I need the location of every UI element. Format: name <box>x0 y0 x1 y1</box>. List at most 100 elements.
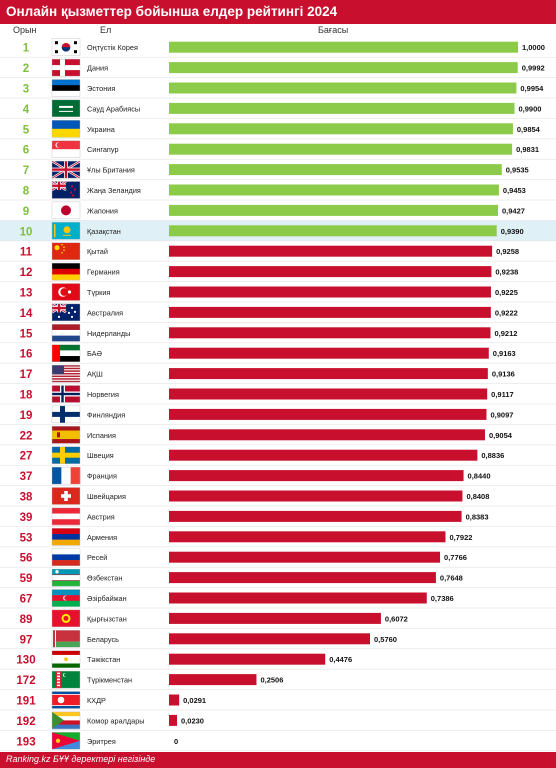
flag-stripe <box>52 589 80 596</box>
flag-stripe <box>52 242 80 260</box>
rank-number: 16 <box>20 349 33 361</box>
value-label: 0,9225 <box>495 288 518 297</box>
country-flag-icon <box>51 160 81 180</box>
country-flag-icon <box>51 487 81 505</box>
value-label: 0,9238 <box>495 268 518 277</box>
country-name: Украина <box>87 125 116 134</box>
country-name: БАӘ <box>87 349 102 358</box>
flag-stripe <box>52 380 80 383</box>
country-flag-icon <box>51 691 81 709</box>
flag-stripe <box>57 672 60 675</box>
flag-emblem <box>70 185 74 188</box>
header-rank: Орын <box>13 25 37 35</box>
bar <box>169 41 518 53</box>
table-row: 1 Оңтүстік Корея 1,0000 <box>0 38 556 58</box>
rank-number: 1 <box>23 43 30 55</box>
flag-emblem <box>63 246 65 248</box>
flag-emblem <box>61 251 63 254</box>
flag-stripe <box>52 528 80 535</box>
row-divider <box>0 709 556 711</box>
country-name: Қазақстан <box>87 227 121 236</box>
rank-number: 13 <box>20 288 33 300</box>
value-label: 0,7386 <box>431 594 454 603</box>
row-divider <box>0 362 556 364</box>
table-row: 9 Жапония 0,9427 <box>0 201 556 221</box>
table-row: 4 Сауд Арабиясы 0,9900 <box>0 99 556 119</box>
rank-number: 37 <box>20 471 33 483</box>
flag-border <box>51 385 81 403</box>
flag-border <box>51 711 81 730</box>
flag-border <box>51 568 81 587</box>
rank-number: 14 <box>20 308 33 320</box>
flag-emblem <box>63 226 71 234</box>
country-name: Жапония <box>87 206 118 215</box>
flag-stripe <box>74 50 77 54</box>
flag-stripe <box>52 335 80 342</box>
country-name: Австрия <box>87 512 115 521</box>
flag-border <box>51 99 81 118</box>
country-flag-icon <box>51 670 81 689</box>
flag-stripe <box>52 344 60 362</box>
flag-stripe <box>52 580 80 587</box>
row-divider <box>0 301 556 303</box>
flag-stripe <box>52 365 64 375</box>
bar <box>169 102 515 114</box>
rank-number: 19 <box>20 410 33 422</box>
row-divider <box>0 281 556 282</box>
country-flag-icon <box>51 324 81 342</box>
country-name: Дания <box>87 64 108 73</box>
flag-stripe <box>59 105 73 108</box>
flag-stripe <box>52 149 80 158</box>
value-label: 0,9900 <box>519 104 542 113</box>
row-divider <box>0 220 556 221</box>
country-flag-icon <box>51 344 81 362</box>
flag-stripe <box>52 350 80 357</box>
table-row: 10 Қазақстан 0,9390 <box>0 220 556 242</box>
row-divider <box>0 505 556 507</box>
flag-stripe <box>74 41 77 45</box>
bar <box>169 347 489 359</box>
value-label: 0,9136 <box>492 370 515 379</box>
flag-stripe <box>52 306 66 310</box>
country-flag-icon <box>51 650 81 668</box>
row-divider <box>0 77 556 78</box>
country-flag-icon <box>51 568 81 587</box>
flag-border <box>51 201 81 220</box>
flag-stripe <box>52 375 80 378</box>
row-divider <box>0 444 556 446</box>
value-label: 1,0000 <box>522 43 545 52</box>
flag-stripe <box>61 494 71 498</box>
flag-stripe <box>52 367 80 370</box>
row-divider <box>0 546 556 548</box>
flag-emblem <box>64 596 69 600</box>
bar <box>169 184 499 196</box>
rank-number: 67 <box>20 594 33 606</box>
flag-emblem <box>67 290 72 294</box>
country-flag-icon <box>51 79 81 97</box>
row-divider <box>0 158 556 160</box>
value-label: 0,5760 <box>374 635 397 644</box>
bar <box>169 62 518 74</box>
flag-border <box>51 446 81 464</box>
value-label: 0,9097 <box>490 410 513 419</box>
rank-number: 6 <box>23 145 29 157</box>
country-flag-icon <box>51 405 81 424</box>
flag-stripe <box>52 434 80 440</box>
table-row: 13 Түркия 0,9225 <box>0 283 556 303</box>
rank-number: 8 <box>23 186 30 198</box>
flag-stripe <box>57 684 60 687</box>
bar <box>169 449 478 461</box>
rank-number: 7 <box>23 165 29 177</box>
country-name: Беларусь <box>87 635 119 644</box>
table-row: 56 Ресей 0,7766 <box>0 548 556 568</box>
flag-border <box>51 691 81 709</box>
country-name: Әзірбайжан <box>87 594 127 603</box>
flag-stripe <box>52 720 80 725</box>
flag-border <box>51 609 81 628</box>
flag-stripe <box>52 85 80 92</box>
flag-border <box>51 160 81 179</box>
rank-number: 2 <box>23 63 29 75</box>
value-label: 0,0291 <box>183 696 206 705</box>
flag-border <box>51 344 81 362</box>
table-row: 18 Норвегия 0,9117 <box>0 385 556 405</box>
